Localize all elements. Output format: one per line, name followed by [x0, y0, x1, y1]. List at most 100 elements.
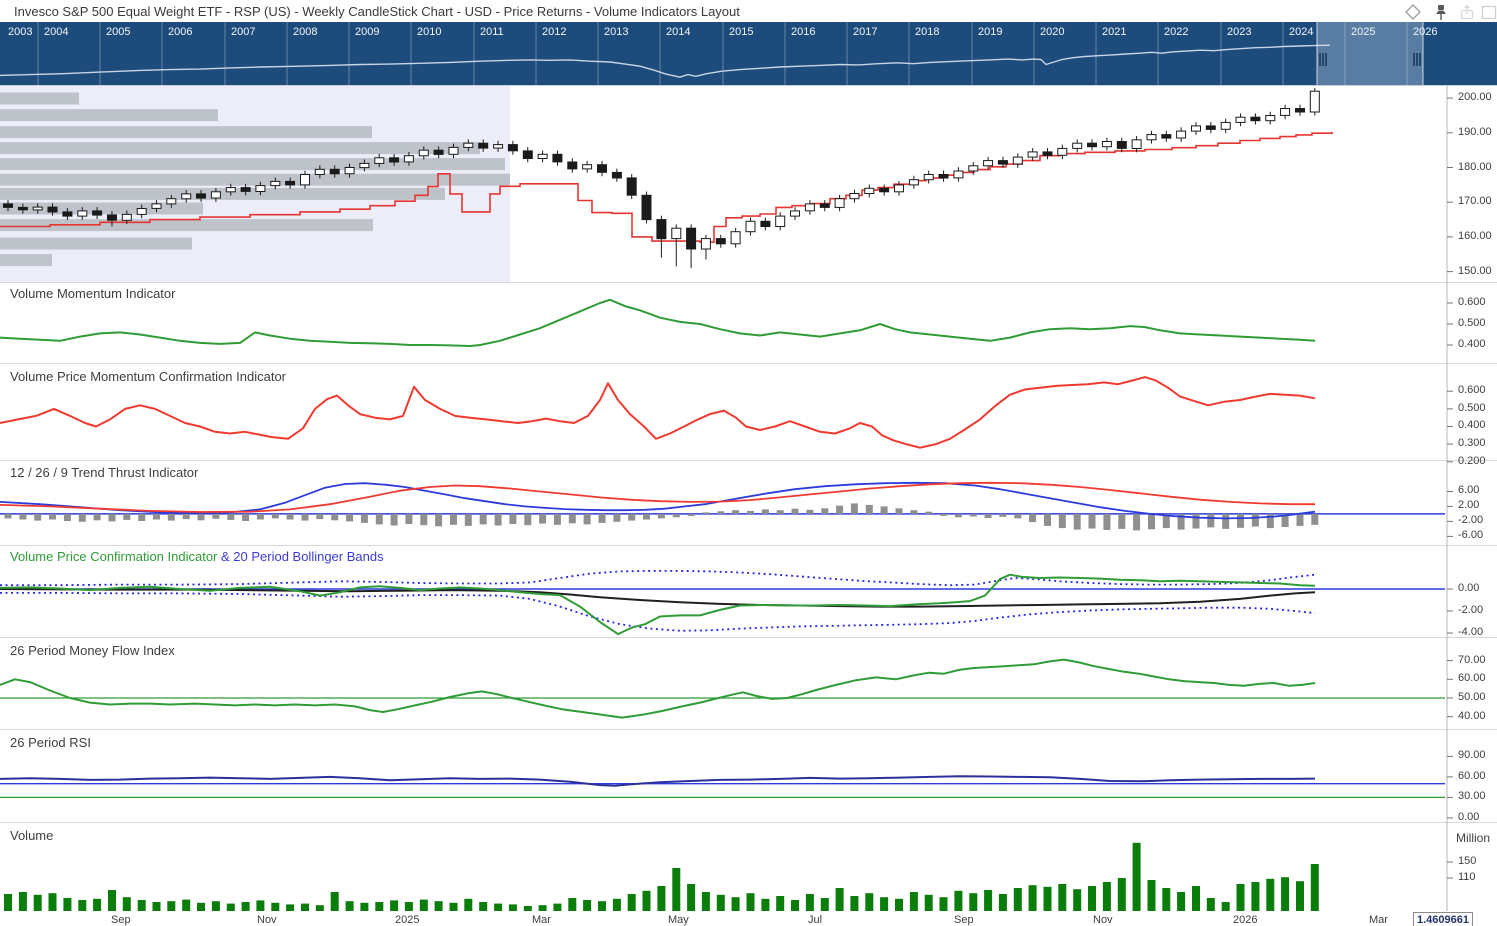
candle-body: [1295, 108, 1305, 113]
year-label: 2016: [791, 26, 816, 38]
histogram-bar: [1103, 513, 1111, 530]
histogram-bar: [598, 513, 606, 523]
candle-body: [344, 167, 355, 175]
volume-bar: [627, 894, 636, 911]
histogram-bar: [346, 513, 354, 522]
candle-body: [775, 215, 786, 228]
volume-bar: [969, 893, 978, 911]
bollinger-lower-band: [0, 592, 1316, 632]
candle-body: [1265, 115, 1276, 122]
navigator-background[interactable]: [0, 22, 1497, 85]
pin-icon[interactable]: [1432, 3, 1450, 21]
volume-price-momentum: [0, 376, 1316, 449]
candle-body: [1131, 139, 1142, 150]
candle-body: [210, 191, 221, 199]
y-tick-label: 200.00: [1458, 91, 1492, 104]
candle-body: [879, 187, 890, 193]
volume-bar: [345, 901, 354, 911]
histogram-bar: [360, 513, 368, 523]
volume-bar: [805, 894, 814, 911]
y-tick-label: 0.300: [1458, 437, 1486, 450]
histogram-bar: [1088, 513, 1096, 529]
volume-bar: [330, 892, 339, 911]
candle-body: [1205, 125, 1216, 130]
y-tick-label: 60.00: [1458, 672, 1486, 685]
candle-body: [1057, 147, 1068, 156]
volume-bar: [167, 901, 176, 911]
year-label: 2004: [44, 26, 69, 38]
histogram-bar: [687, 513, 695, 517]
volume-profile-bar: [0, 109, 218, 122]
volume-profile-bar: [0, 219, 373, 232]
volume-bar: [701, 892, 710, 911]
year-label: 2024: [1289, 26, 1314, 38]
time-axis-label: Jul: [808, 914, 823, 926]
candle-body: [611, 171, 622, 179]
histogram-bar: [242, 513, 250, 521]
histogram-bar: [553, 513, 561, 525]
chart-title: Invesco S&P 500 Equal Weight ETF - RSP (…: [14, 4, 740, 19]
year-label: 2025: [1351, 26, 1376, 38]
window-icon[interactable]: [1480, 3, 1497, 21]
year-label: 2005: [106, 26, 131, 38]
year-label: 2026: [1413, 26, 1438, 38]
volume-bar: [1221, 902, 1230, 911]
candle-body: [285, 180, 296, 186]
volume-bar: [108, 890, 116, 911]
volume-bar: [241, 902, 250, 911]
histogram-bar: [464, 513, 472, 526]
histogram-bar: [583, 513, 591, 525]
volume-bar: [998, 894, 1007, 911]
time-axis-label: Mar: [1369, 914, 1388, 926]
candle-body: [448, 146, 459, 155]
candle-body: [1027, 151, 1038, 158]
histogram-bar: [657, 513, 665, 519]
candle-body: [819, 203, 830, 208]
volume-bar: [1117, 878, 1126, 911]
histogram-bar: [643, 513, 650, 520]
candle-body: [582, 164, 593, 170]
volume-bar: [880, 897, 889, 911]
y-tick-label: 170.00: [1458, 195, 1492, 208]
volume-bar: [197, 902, 205, 911]
title-bar: Invesco S&P 500 Equal Weight ETF - RSP (…: [0, 0, 1497, 22]
candle-body: [92, 210, 103, 216]
volume-bar: [1296, 881, 1304, 911]
histogram-bar: [791, 508, 799, 514]
trend-thrust-signal: [0, 481, 1315, 513]
volume-bar: [93, 898, 102, 911]
volume-bar: [419, 899, 428, 911]
y-tick-label: 2.00: [1458, 499, 1480, 512]
histogram-bar: [1133, 513, 1141, 531]
volume-bar: [226, 903, 235, 911]
candle-body: [136, 208, 147, 215]
volume-bar: [791, 900, 799, 911]
year-label: 2011: [480, 26, 504, 38]
histogram-bar: [1148, 513, 1155, 530]
histogram-bar: [331, 513, 339, 521]
navigator-selection[interactable]: [1317, 22, 1423, 85]
histogram-bar: [747, 510, 754, 514]
year-label: 2022: [1164, 26, 1189, 38]
histogram-bar: [182, 513, 190, 520]
export-icon[interactable]: [1458, 3, 1476, 21]
candle-body: [700, 238, 711, 250]
y-tick-label: 40.00: [1458, 709, 1486, 722]
panel-label-volume: Volume: [10, 828, 54, 843]
candle-body: [522, 150, 533, 159]
candle-body: [1191, 125, 1201, 132]
y-tick-label: 0.500: [1458, 316, 1486, 329]
histogram-bar: [1296, 513, 1304, 526]
volume-bar: [1206, 898, 1215, 911]
volume-bar: [375, 902, 384, 911]
candle-body: [240, 187, 251, 192]
candle-body: [463, 142, 474, 148]
candle-body: [1101, 141, 1112, 148]
bollinger-upper-band: [0, 570, 1316, 587]
volume-bar: [360, 902, 369, 911]
diamond-tool-icon[interactable]: [1404, 3, 1422, 21]
histogram-bar: [375, 513, 383, 525]
candle-body: [107, 214, 117, 221]
volume-bar: [479, 902, 488, 911]
